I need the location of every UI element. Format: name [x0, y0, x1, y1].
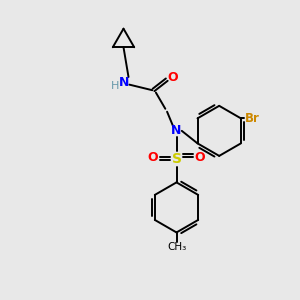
- Text: N: N: [171, 124, 182, 137]
- Text: N: N: [119, 76, 130, 89]
- Text: O: O: [167, 71, 178, 84]
- Text: O: O: [148, 151, 158, 164]
- Text: S: S: [172, 152, 182, 166]
- Text: H: H: [111, 81, 120, 91]
- Text: CH₃: CH₃: [167, 242, 186, 252]
- Text: Br: Br: [245, 112, 260, 125]
- Text: O: O: [195, 151, 206, 164]
